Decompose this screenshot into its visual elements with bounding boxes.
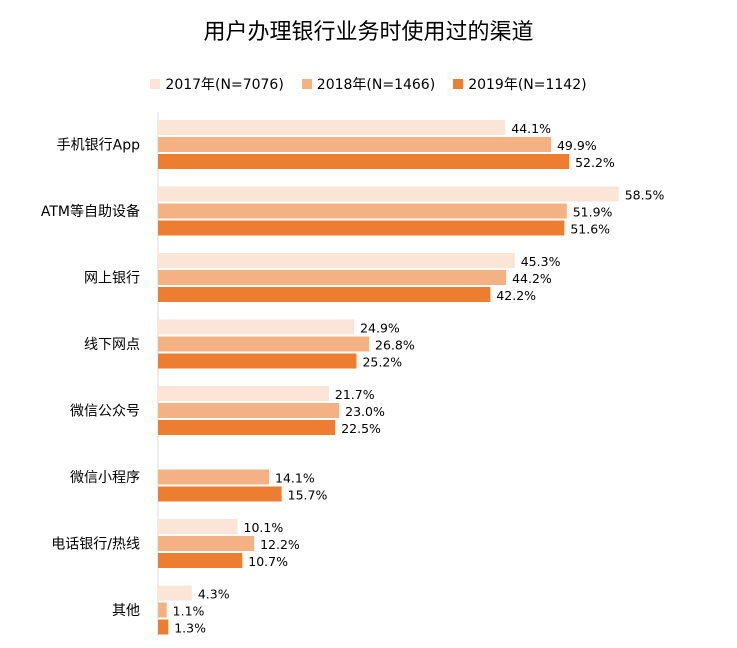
data-label: 21.7% <box>335 387 375 402</box>
data-label: 24.9% <box>360 321 400 336</box>
category-label: 网上银行 <box>84 271 140 287</box>
bar <box>158 353 357 369</box>
data-label: 23.0% <box>345 404 385 419</box>
bar <box>158 186 619 202</box>
legend-label-2017: 2017年(N=7076) <box>165 77 284 93</box>
legend-swatch-2017 <box>150 79 161 89</box>
bar <box>158 519 238 534</box>
chart-title: 用户办理银行业务时使用过的渠道 <box>203 20 534 45</box>
data-label: 1.3% <box>174 621 206 636</box>
bar <box>158 336 370 352</box>
bar <box>158 253 515 268</box>
category-label: 其他 <box>112 603 140 619</box>
legend-swatch-2018 <box>301 79 312 89</box>
data-label: 44.1% <box>511 121 551 136</box>
bar <box>158 553 243 568</box>
category-label: 微信小程序 <box>70 470 140 486</box>
data-label: 10.7% <box>248 554 288 569</box>
category-label: 手机银行App <box>57 138 140 154</box>
legend-item-2018: 2018年(N=1466) <box>301 74 436 94</box>
bar <box>158 203 567 219</box>
bar <box>158 486 282 502</box>
data-label: 52.2% <box>575 155 615 170</box>
data-label: 1.1% <box>173 604 205 619</box>
bar <box>158 585 192 601</box>
bar <box>158 220 565 236</box>
legend-item-2019: 2019年(N=1142) <box>453 74 587 94</box>
data-label: 14.1% <box>275 471 315 486</box>
legend-label-2018: 2018年(N=1466) <box>316 77 436 93</box>
bar <box>158 619 169 635</box>
data-label: 12.2% <box>260 537 300 552</box>
data-label: 51.9% <box>573 205 613 220</box>
data-label: 4.3% <box>198 587 230 602</box>
data-label: 25.2% <box>362 355 402 370</box>
legend-item-2017: 2017年(N=7076) <box>150 74 284 94</box>
bar <box>158 319 355 335</box>
category-label: 微信公众号 <box>70 404 140 420</box>
category-label: 电话银行/热线 <box>51 537 140 553</box>
data-label: 42.2% <box>496 288 536 303</box>
bar <box>158 120 506 135</box>
bar <box>158 137 551 152</box>
bar <box>158 469 270 485</box>
data-label: 22.5% <box>341 421 381 436</box>
data-label: 26.8% <box>375 338 415 353</box>
category-label: 线下网点 <box>84 337 140 353</box>
bar <box>158 154 570 169</box>
bar <box>158 420 336 435</box>
bar <box>158 287 491 302</box>
data-label: 45.3% <box>521 254 561 269</box>
data-label: 58.5% <box>625 188 665 203</box>
legend-label-2019: 2019年(N=1142) <box>468 77 587 93</box>
category-label: ATM等自助设备 <box>41 203 140 220</box>
legend-swatch-2019 <box>453 79 464 89</box>
legend: 2017年(N=7076) 2018年(N=1466) 2019年(N=1142… <box>0 74 737 94</box>
data-label: 44.2% <box>512 271 552 286</box>
bar <box>158 386 329 401</box>
data-label: 10.1% <box>244 520 284 535</box>
bar <box>158 403 340 418</box>
bar <box>158 602 167 618</box>
bar <box>158 270 507 285</box>
bar <box>158 536 255 551</box>
data-label: 15.7% <box>288 488 328 503</box>
data-label: 49.9% <box>557 138 597 153</box>
data-label: 51.6% <box>570 222 610 237</box>
